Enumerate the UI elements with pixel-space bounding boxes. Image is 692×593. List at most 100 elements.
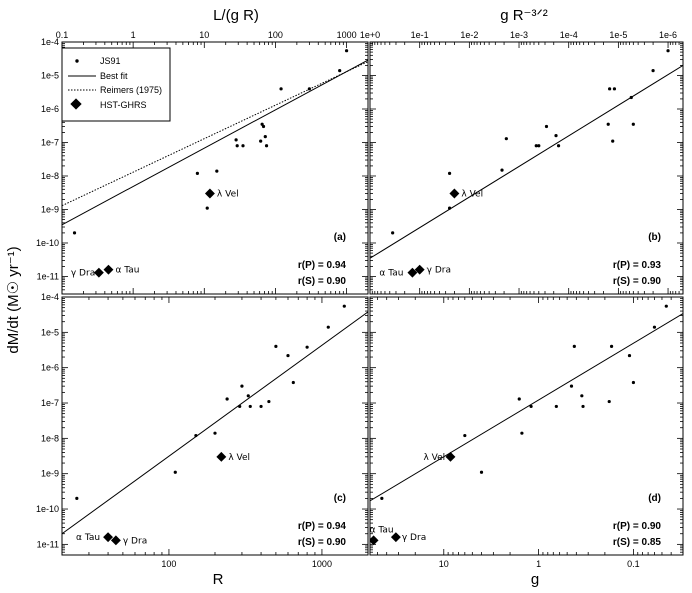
panel-label: (a)	[334, 232, 346, 243]
js91-point	[581, 404, 585, 409]
hst-ghrs-point	[103, 532, 114, 543]
js91-point	[554, 404, 558, 409]
js91-point	[248, 404, 252, 409]
x-tick-label: 1000	[312, 559, 332, 569]
star-label: γ Dra	[123, 536, 147, 546]
js91-point	[520, 431, 524, 435]
js91-point	[75, 496, 79, 500]
js91-point	[241, 144, 245, 148]
y-tick-label: 1e-11	[37, 271, 59, 281]
js91-point	[572, 344, 576, 348]
js91-point	[286, 353, 290, 358]
x-tick-label: 1e-6	[659, 30, 677, 40]
js91-point	[666, 49, 670, 53]
x-tick-label: 1e-1	[411, 30, 429, 40]
star-label: α Tau	[379, 269, 403, 279]
js91-point	[391, 231, 395, 235]
x-tick-label: 1	[131, 30, 136, 40]
x-tick-label: 1e-2	[460, 30, 478, 40]
hst-ghrs-point	[445, 451, 456, 462]
x-tick-label: 1e+0	[360, 30, 380, 40]
legend: JS91 Best fit Reimers (1975) HST-GHRS	[61, 47, 171, 122]
legend-best-fit-label: Best fit	[100, 71, 128, 81]
js91-point	[608, 87, 612, 91]
y-tick-label: 1e-7	[41, 398, 59, 408]
js91-point	[234, 138, 238, 142]
y-tick-label: 1e-9	[41, 204, 59, 214]
hst-ghrs-point	[103, 264, 114, 275]
top-right-axis-title: g R⁻³ᐟ²	[500, 7, 548, 24]
star-label: λ Vel	[228, 453, 250, 463]
bottom-left-axis-title: R	[213, 571, 224, 588]
js91-point	[447, 206, 452, 210]
js91-point	[447, 171, 452, 175]
star-label: α Tau	[76, 533, 100, 543]
hst-ghrs-point	[390, 532, 401, 543]
best-fit-line	[370, 64, 683, 259]
panel-c: 1e-11 1e-10 1e-9 1e-8 1e-7 1e-6 1e-5 1e-4 100 100…	[36, 292, 369, 569]
star-label: λ Vel	[461, 190, 483, 200]
js91-point	[609, 344, 614, 348]
js91-point	[612, 87, 617, 91]
star-label: γ Dra	[71, 269, 95, 279]
top-left-axis-title: L/(g R)	[213, 7, 259, 24]
y-tick-label: 1e-8	[41, 171, 59, 181]
x-tick-label: 1	[536, 559, 541, 569]
js91-point	[529, 404, 533, 409]
correlation-stat: r(P) = 0.94	[298, 521, 347, 532]
js91-point	[326, 325, 330, 329]
js91-point	[627, 353, 632, 358]
hst-ghrs-point	[449, 188, 460, 199]
js91-point	[173, 470, 177, 474]
hst-ghrs-point	[216, 451, 227, 462]
js91-point	[463, 433, 467, 438]
y-tick-label: 1e-6	[41, 363, 59, 373]
js91-point	[261, 124, 266, 129]
panel-b: 1e+0 1e-1 1e-2 1e-3 1e-4 1e-5 1e-6 α Tau γ Dra λ …	[360, 30, 684, 295]
js91-point	[215, 169, 219, 173]
panel-frame	[61, 41, 369, 295]
reimers-line	[62, 61, 368, 207]
js91-point	[479, 470, 484, 474]
js91-point	[205, 206, 209, 210]
x-tick-label: 1e-3	[510, 30, 528, 40]
js91-point	[344, 49, 349, 53]
panel-d: 10 1 0.1 α Tau γ Dra λ Vel (d) r(P) = 0.90 r(S) …	[369, 296, 684, 569]
hst-ghrs-point	[414, 264, 425, 275]
y-tick-label: 1e-4	[41, 37, 59, 47]
js91-point	[556, 144, 561, 148]
panel-label: (b)	[648, 232, 661, 243]
js91-point	[235, 144, 239, 148]
js91-point	[534, 144, 538, 148]
panel-label: (d)	[648, 493, 661, 504]
js91-point	[259, 139, 263, 143]
js91-point	[342, 304, 346, 308]
js91-point	[267, 399, 271, 404]
js91-point	[631, 122, 635, 126]
x-tick-label: 1e-5	[609, 30, 627, 40]
hst-ghrs-point	[93, 267, 104, 278]
correlation-stat: r(P) = 0.93	[613, 260, 662, 271]
js91-point	[307, 87, 311, 91]
y-tick-label: 1e-5	[41, 327, 59, 337]
js91-point	[500, 168, 504, 172]
js91-point	[631, 380, 636, 385]
js91-point	[652, 325, 657, 329]
best-fit-line	[62, 59, 368, 226]
js91-point	[264, 144, 269, 148]
hst-ghrs-point	[110, 535, 121, 546]
correlation-stat: r(S) = 0.90	[298, 537, 347, 548]
star-label: α Tau	[115, 266, 139, 276]
correlation-stat: r(S) = 0.85	[613, 537, 662, 548]
correlation-stat: r(S) = 0.90	[613, 276, 662, 287]
y-tick-label: 1e-4	[41, 292, 59, 302]
correlation-stat: r(P) = 0.94	[298, 260, 347, 271]
js91-point	[517, 397, 521, 401]
panel-label: (c)	[334, 493, 346, 504]
legend-js91-marker	[75, 59, 79, 63]
js91-point	[611, 139, 615, 143]
x-tick-label: 1000	[337, 30, 357, 40]
js91-point	[664, 304, 668, 308]
bottom-right-axis-title: g	[531, 571, 539, 588]
